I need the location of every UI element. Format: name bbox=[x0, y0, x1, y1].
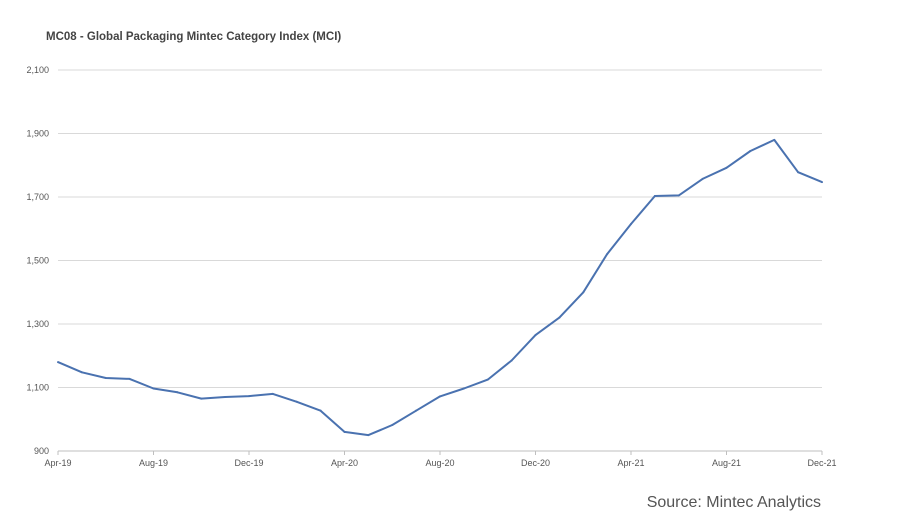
data-point bbox=[701, 177, 704, 180]
data-point bbox=[510, 359, 513, 362]
y-tick-label: 1,700 bbox=[26, 192, 49, 202]
data-point bbox=[439, 395, 441, 398]
x-tick-label: Apr-20 bbox=[331, 458, 358, 468]
x-tick-label: Apr-21 bbox=[617, 458, 644, 468]
data-point bbox=[773, 138, 776, 141]
data-point bbox=[128, 377, 131, 380]
data-point bbox=[462, 387, 465, 390]
source-note: Source: Mintec Analytics bbox=[646, 494, 821, 511]
x-axis bbox=[57, 450, 823, 455]
data-point bbox=[224, 396, 227, 399]
data-point bbox=[653, 195, 656, 198]
data-point bbox=[606, 253, 609, 256]
data-point bbox=[797, 171, 800, 174]
data-point bbox=[295, 400, 298, 403]
data-point bbox=[821, 181, 823, 184]
series-line bbox=[57, 138, 823, 437]
data-point bbox=[57, 361, 59, 364]
data-point bbox=[582, 291, 585, 294]
y-tick-label: 1,100 bbox=[26, 383, 49, 393]
y-tick-label: 2,100 bbox=[26, 65, 49, 75]
data-point bbox=[80, 371, 83, 374]
x-tick-label: Apr-19 bbox=[44, 458, 71, 468]
data-point bbox=[415, 409, 418, 412]
data-point bbox=[486, 378, 489, 381]
data-point bbox=[200, 397, 203, 400]
x-tick-label: Dec-20 bbox=[521, 458, 550, 468]
data-point bbox=[749, 149, 752, 152]
x-tick-label: Dec-19 bbox=[234, 458, 263, 468]
data-point bbox=[248, 395, 250, 398]
data-point bbox=[725, 166, 728, 169]
data-point bbox=[343, 430, 346, 433]
y-tick-label: 1,900 bbox=[26, 129, 49, 139]
data-point bbox=[319, 409, 322, 412]
y-tick-label: 1,500 bbox=[26, 256, 49, 266]
data-point bbox=[104, 376, 107, 379]
data-point bbox=[152, 387, 155, 390]
y-tick-label: 900 bbox=[34, 446, 49, 456]
x-tick-label: Aug-19 bbox=[139, 458, 168, 468]
data-point bbox=[367, 434, 370, 437]
data-point bbox=[558, 316, 561, 319]
x-tick-label: Dec-21 bbox=[807, 458, 836, 468]
gridlines bbox=[58, 69, 822, 388]
data-point bbox=[677, 194, 680, 197]
chart-title: MC08 - Global Packaging Mintec Category … bbox=[46, 31, 342, 43]
x-tick-label: Aug-20 bbox=[425, 458, 454, 468]
x-axis-tick-labels: Apr-19 Aug-19 Dec-19 Apr-20 Aug-20 Dec-20 Apr-… bbox=[44, 458, 836, 468]
series-lines bbox=[57, 138, 823, 437]
y-tick-label: 1,300 bbox=[26, 319, 49, 329]
data-point bbox=[176, 391, 179, 394]
data-point bbox=[630, 222, 632, 225]
y-axis-tick-labels: 900 1,100 1,300 1,500 1,700 1,900 2,100 bbox=[26, 65, 49, 456]
x-tick-label: Aug-21 bbox=[712, 458, 741, 468]
data-point bbox=[271, 392, 274, 395]
data-point bbox=[534, 334, 537, 337]
data-point bbox=[391, 423, 394, 426]
